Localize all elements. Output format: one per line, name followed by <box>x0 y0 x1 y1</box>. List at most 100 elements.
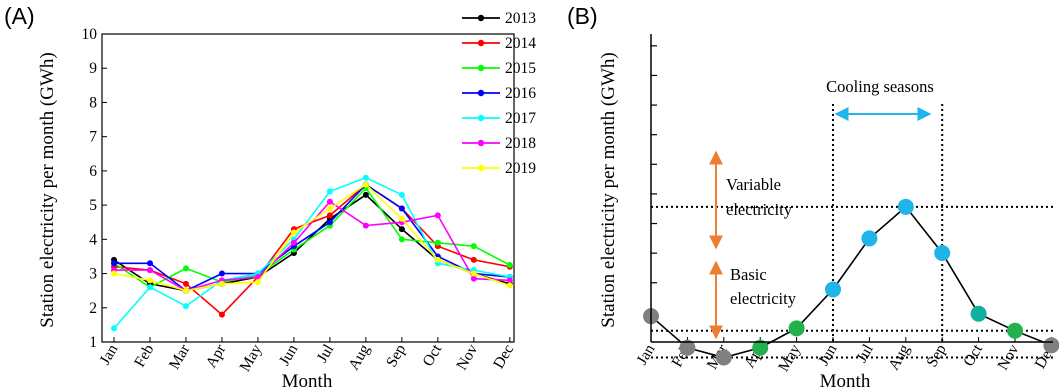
series-2019-point <box>254 279 261 286</box>
panel-b-x-tick-label: Jul <box>853 342 877 366</box>
series-2016-point <box>146 260 153 267</box>
panel-a-plot-frame <box>101 33 515 343</box>
series-2019-point <box>362 181 369 188</box>
series-2015-point <box>182 265 189 272</box>
series-2018-point <box>362 222 369 229</box>
series-2017-point <box>146 284 153 291</box>
series-2015-point <box>398 236 405 243</box>
legend-label-2018: 2018 <box>505 135 536 152</box>
panel-b-label: (B) <box>567 3 598 29</box>
series-2015-point <box>470 243 477 250</box>
panel-b-point-dec <box>1043 337 1059 354</box>
basic-electricity-label-line1: Basic <box>730 265 767 284</box>
series-2013-point <box>362 191 369 198</box>
series-2013-line <box>113 193 511 292</box>
panel-a-x-axis-title: Month <box>282 371 333 391</box>
series-2015-line <box>113 186 511 289</box>
panel-a-x-tick-label: Jan <box>96 341 121 368</box>
panel-a-x-tick-label: Nov <box>453 341 481 373</box>
cooling-seasons-label: Cooling seasons <box>826 77 934 96</box>
series-2019-point <box>146 277 153 284</box>
series-2014-point <box>182 280 189 287</box>
legend-marker-2014 <box>477 39 485 47</box>
legend-label-2016: 2016 <box>505 85 536 102</box>
panel-b-point-feb <box>679 339 696 356</box>
series-2019-point <box>398 215 405 222</box>
panel-a-x-tick-label: Jul <box>314 342 338 366</box>
series-2019-point <box>182 287 189 294</box>
series-2019-point <box>470 270 477 277</box>
series-2019-point <box>506 282 513 289</box>
series-2018-point <box>290 239 297 246</box>
panel-a-x-tick-label: Aug <box>345 341 373 373</box>
legend-marker-2016 <box>477 89 485 97</box>
basic-electricity-label-line2: electricity <box>730 289 797 308</box>
series-2019-point <box>290 229 297 236</box>
legend-label-2015: 2015 <box>505 60 536 77</box>
series-2015-point <box>506 262 513 268</box>
legend-label-2019: 2019 <box>505 160 536 177</box>
legend-marker-2013 <box>477 14 485 22</box>
series-2019-line <box>113 183 511 292</box>
panel-a-y-tick-label: 5 <box>89 197 97 214</box>
panel-a-y-tick-label: 9 <box>89 60 97 77</box>
series-2016-point <box>398 205 405 212</box>
panel-a-x-tick-label: Mar <box>166 341 194 373</box>
panel-a-y-tick-label: 10 <box>82 26 98 43</box>
panel-a-x-tick-label: Feb <box>131 341 157 370</box>
panel-b-x-tick-label: Oct <box>960 341 986 369</box>
panel-a-label: (A) <box>4 3 35 29</box>
panel-b-x-tick-label: Sep <box>923 341 949 370</box>
series-2015-point <box>434 239 441 246</box>
panel-b-x-tick-label: Aug <box>885 341 913 373</box>
series-2017-point <box>362 174 369 181</box>
panel-b-x-tick-label: Jun <box>815 341 841 368</box>
panel-a-series <box>111 174 513 332</box>
panel-a: (A) Station electricity per month (GWh) … <box>4 3 536 391</box>
variable-electricity-label-line2: electricity <box>726 200 793 219</box>
series-2014-point <box>218 311 225 318</box>
series-2017-point <box>326 188 333 195</box>
panel-a-y-tick-label: 3 <box>89 266 97 283</box>
panel-a-y-axis-title: Station electricity per month (GWh) <box>37 52 58 327</box>
panel-b-point-apr <box>752 339 769 356</box>
panel-a-y-tick-label: 6 <box>89 163 97 180</box>
panel-b-series <box>643 198 1059 366</box>
series-2019-point <box>326 205 333 212</box>
panel-a-y-tick-label: 2 <box>89 300 97 317</box>
panel-a-x-tick-label: Oct <box>419 341 445 369</box>
panel-b-x-tick-label: Nov <box>994 341 1022 373</box>
panel-b-point-mar <box>715 349 732 366</box>
panel-b-point-oct <box>970 305 987 322</box>
panel-b-x-axis-title: Month <box>820 371 871 391</box>
series-2018-line <box>114 200 510 292</box>
series-2016-point <box>218 270 225 277</box>
series-2017-point <box>111 325 117 332</box>
panel-a-x-tick-label: Dec <box>490 341 517 371</box>
series-2014-point <box>326 212 333 219</box>
panel-b-point-nov <box>1007 322 1023 339</box>
panel-a-ticks: 1 2 3 4 5 6 7 8 9 10 Jan Feb Mar Apr May Jun Jul Aug Sep Oc… <box>82 26 518 375</box>
series-2018-point <box>506 277 513 284</box>
panel-a-x-tick-label: Sep <box>383 341 409 370</box>
series-2019-point <box>111 270 117 277</box>
series-2017-point <box>398 191 405 198</box>
panel-b-y-axis-title: Station electricity per month (GWh) <box>598 52 619 327</box>
panel-a-x-tick-label: May <box>236 341 265 374</box>
panel-a-x-tick-label: Jun <box>276 341 302 368</box>
panel-b-point-may <box>788 320 805 337</box>
series-2018-point <box>254 273 261 280</box>
legend-marker-2015 <box>477 64 485 72</box>
series-2019-point <box>434 256 441 263</box>
legend-marker-2019 <box>477 164 485 172</box>
legend-marker-2018 <box>477 139 485 147</box>
legend-label-2017: 2017 <box>505 110 536 127</box>
series-2017-point <box>182 303 189 310</box>
panel-b-point-jun <box>825 281 841 298</box>
panel-b: (B) Station electricity per month (GWh) … <box>567 3 1059 391</box>
panel-b-point-jul <box>861 230 878 247</box>
series-2019-point <box>218 280 225 287</box>
series-2016-point <box>326 219 333 226</box>
panel-a-y-tick-label: 1 <box>89 334 97 351</box>
